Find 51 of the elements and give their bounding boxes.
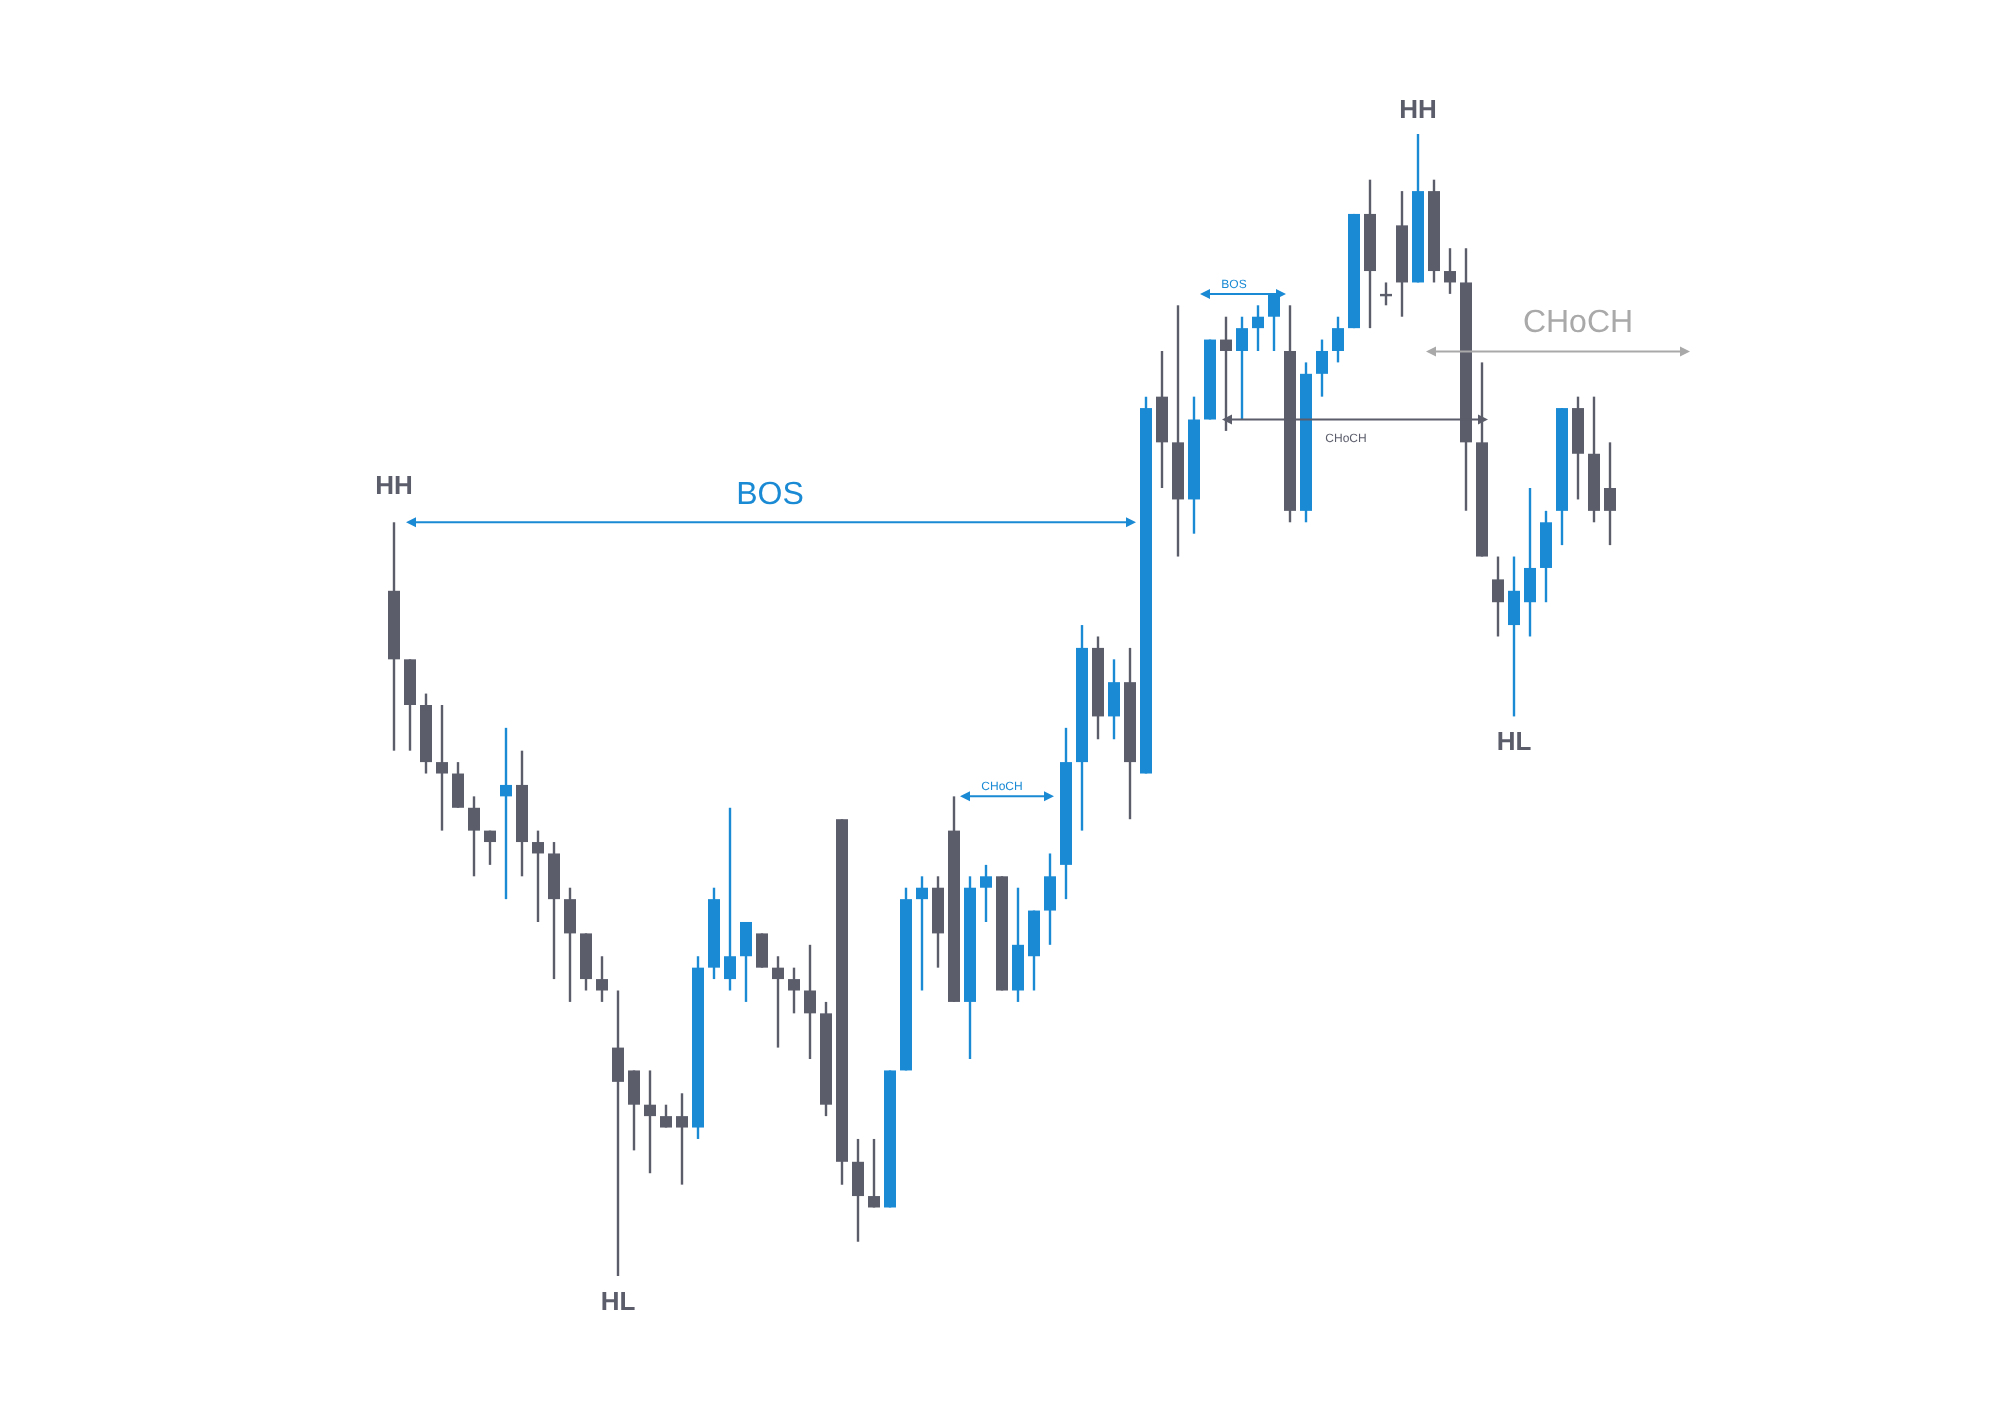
candlestick (932, 875, 944, 969)
candlestick (660, 1103, 672, 1129)
candlestick (724, 806, 736, 992)
candlestick (788, 966, 800, 1015)
candlestick (1156, 349, 1168, 490)
candlestick (500, 726, 512, 901)
candlestick (628, 1069, 640, 1152)
candlestick (644, 1069, 656, 1175)
candlestick (740, 920, 752, 1004)
candlestick (484, 829, 496, 867)
candlestick (1012, 886, 1024, 1004)
candlestick (804, 943, 816, 1061)
candlestick (916, 875, 928, 992)
candlestick (1540, 509, 1552, 604)
candlestick (1044, 852, 1056, 947)
candlestick (468, 795, 480, 878)
text: HH (1399, 94, 1437, 124)
candlestick (404, 658, 416, 752)
candlestick (756, 932, 768, 969)
candlestick (676, 1092, 688, 1186)
candlestick (1492, 555, 1504, 638)
candlestick (1236, 315, 1248, 421)
candlestick (1332, 315, 1344, 364)
candlestick (1268, 292, 1280, 353)
candlestick (1572, 395, 1584, 501)
candlestick (596, 955, 608, 1004)
candlestick (868, 1137, 880, 1209)
candlestick (532, 829, 544, 924)
annotation: BOS (736, 478, 804, 513)
candlestick (852, 1137, 864, 1243)
candlestick (1508, 555, 1520, 718)
annotation: HH (375, 470, 413, 501)
candlestick (580, 932, 592, 992)
candlestick (1444, 247, 1456, 296)
annotation: CHoCH (1522, 305, 1634, 340)
candlestick (1028, 909, 1040, 992)
candlestick (612, 989, 624, 1276)
candlestick (436, 703, 448, 832)
candlestick (564, 886, 576, 1004)
candlestick (1316, 338, 1328, 398)
candlestick (1604, 441, 1616, 547)
candlestick (1524, 486, 1536, 638)
candlestick (772, 955, 784, 1049)
candlestick (452, 760, 464, 809)
candlestick (1108, 658, 1120, 741)
text: HL (600, 1286, 636, 1316)
candlestick (1252, 304, 1264, 353)
candlestick (1220, 315, 1232, 433)
candlestick (548, 840, 560, 981)
candlestick (980, 863, 992, 924)
annotation: HL (1496, 726, 1532, 757)
